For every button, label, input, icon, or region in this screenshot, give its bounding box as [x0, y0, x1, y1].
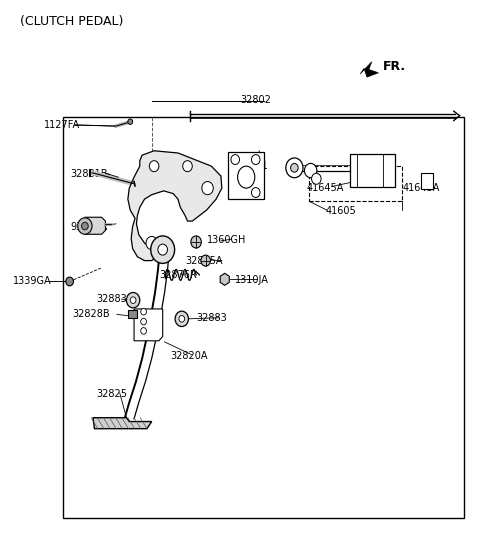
Circle shape [304, 163, 317, 178]
Text: 1127FA: 1127FA [44, 120, 81, 130]
Circle shape [252, 188, 260, 198]
Text: 32881B: 32881B [71, 169, 108, 179]
Text: (CLUTCH PEDAL): (CLUTCH PEDAL) [21, 15, 124, 28]
Text: 32802: 32802 [240, 95, 271, 105]
Polygon shape [220, 273, 229, 285]
Polygon shape [93, 418, 152, 429]
Text: 32828B: 32828B [72, 310, 109, 320]
Polygon shape [228, 152, 264, 199]
Text: 1339GA: 1339GA [13, 277, 52, 286]
Text: 32883: 32883 [96, 294, 127, 304]
Polygon shape [85, 217, 106, 234]
Circle shape [82, 222, 88, 230]
Circle shape [179, 316, 185, 322]
Text: 1360GH: 1360GH [206, 235, 246, 245]
Circle shape [146, 236, 157, 250]
Text: FR.: FR. [383, 60, 406, 73]
Circle shape [290, 163, 298, 172]
Bar [309, 166, 402, 201]
Circle shape [141, 309, 146, 315]
Circle shape [286, 158, 303, 178]
Polygon shape [134, 309, 163, 341]
Text: 32883: 32883 [196, 313, 227, 323]
Text: 32825: 32825 [96, 389, 127, 399]
Circle shape [126, 293, 140, 308]
Polygon shape [360, 62, 378, 77]
Polygon shape [128, 151, 222, 261]
Text: 32876R: 32876R [159, 270, 197, 280]
Circle shape [252, 155, 260, 164]
Bar [421, 173, 433, 189]
Bar [128, 310, 137, 318]
Circle shape [175, 311, 189, 327]
Text: 41645A: 41645A [307, 183, 344, 193]
Circle shape [141, 328, 146, 334]
Circle shape [130, 297, 136, 304]
Text: 1310JA: 1310JA [235, 275, 269, 285]
Circle shape [78, 218, 92, 234]
Circle shape [158, 244, 168, 255]
Circle shape [183, 161, 192, 172]
Circle shape [128, 119, 132, 124]
Text: 32815A: 32815A [185, 256, 223, 266]
Circle shape [202, 182, 213, 195]
Circle shape [66, 277, 73, 286]
Text: 93840A: 93840A [71, 221, 108, 232]
Circle shape [231, 155, 240, 164]
Ellipse shape [238, 166, 255, 188]
Circle shape [312, 173, 321, 184]
Bar [350, 154, 395, 187]
Circle shape [191, 236, 201, 248]
Circle shape [151, 236, 175, 263]
Text: 32820A: 32820A [171, 351, 208, 360]
Text: 41605: 41605 [326, 206, 357, 216]
Circle shape [201, 255, 210, 266]
Text: 32850C: 32850C [166, 172, 204, 182]
Circle shape [149, 161, 159, 172]
Circle shape [141, 319, 146, 325]
Bar [63, 116, 464, 518]
Text: 41651: 41651 [238, 161, 268, 171]
Text: 41645A: 41645A [402, 183, 440, 193]
